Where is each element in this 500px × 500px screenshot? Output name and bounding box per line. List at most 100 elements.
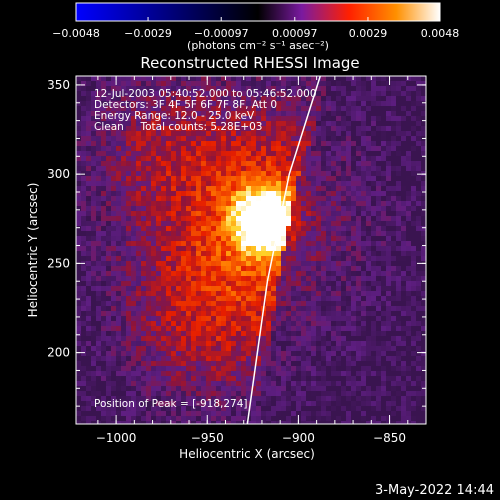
heatmap-cell (336, 196, 341, 201)
heatmap-cell (406, 406, 411, 411)
heatmap-cell (416, 246, 421, 251)
heatmap-cell (106, 241, 111, 246)
heatmap-cell (216, 261, 221, 266)
heatmap-cell (351, 216, 356, 221)
heatmap-cell (86, 261, 91, 266)
heatmap-cell (156, 341, 161, 346)
heatmap-cell (201, 396, 206, 401)
heatmap-cell (291, 191, 296, 196)
heatmap-cell (161, 206, 166, 211)
heatmap-cell (286, 421, 291, 424)
heatmap-cell (336, 326, 341, 331)
heatmap-cell (136, 396, 141, 401)
heatmap-cell (261, 351, 266, 356)
heatmap-cell (151, 226, 156, 231)
heatmap-cell (261, 161, 266, 166)
heatmap-cell (361, 236, 366, 241)
heatmap-cell (121, 351, 126, 356)
heatmap-cell (376, 106, 381, 111)
heatmap-cell (201, 286, 206, 291)
heatmap-cell (406, 371, 411, 376)
heatmap-cell (251, 141, 256, 146)
heatmap-cell (401, 326, 406, 331)
heatmap-cell (101, 161, 106, 166)
heatmap-cell (171, 296, 176, 301)
heatmap-cell (151, 406, 156, 411)
heatmap-cell (416, 221, 421, 226)
heatmap-cell (101, 171, 106, 176)
heatmap-cell (331, 396, 336, 401)
heatmap-cell (276, 181, 281, 186)
heatmap-cell (246, 101, 251, 106)
heatmap-cell (381, 116, 386, 121)
heatmap-cell (76, 111, 81, 116)
heatmap-cell (241, 131, 246, 136)
heatmap-cell (221, 331, 226, 336)
heatmap-cell (346, 186, 351, 191)
heatmap-cell (186, 336, 191, 341)
heatmap-cell (356, 401, 361, 406)
heatmap-cell (201, 306, 206, 311)
heatmap-cell (241, 121, 246, 126)
heatmap-cell (146, 216, 151, 221)
heatmap-cell (411, 296, 416, 301)
heatmap-cell (321, 171, 326, 176)
heatmap-cell (281, 126, 286, 131)
heatmap-cell (136, 331, 141, 336)
heatmap-cell (301, 391, 306, 396)
heatmap-cell (276, 326, 281, 331)
heatmap-cell (251, 401, 256, 406)
heatmap-cell (176, 266, 181, 271)
heatmap-cell (281, 151, 286, 156)
heatmap-cell (296, 146, 301, 151)
heatmap-cell (171, 101, 176, 106)
heatmap-cell (281, 91, 286, 96)
heatmap-cell (116, 141, 121, 146)
heatmap-cell (301, 371, 306, 376)
heatmap-cell (406, 256, 411, 261)
heatmap-cell (146, 381, 151, 386)
heatmap-cell (296, 331, 301, 336)
heatmap-cell (101, 81, 106, 86)
heatmap-cell (226, 406, 231, 411)
heatmap-cell (401, 201, 406, 206)
heatmap-cell (256, 226, 261, 231)
heatmap-cell (231, 326, 236, 331)
heatmap-cell (411, 236, 416, 241)
heatmap-cell (346, 81, 351, 86)
heatmap-cell (401, 91, 406, 96)
heatmap-cell (381, 151, 386, 156)
heatmap-cell (191, 171, 196, 176)
heatmap-cell (151, 336, 156, 341)
heatmap-cell (341, 206, 346, 211)
heatmap-cell (396, 391, 401, 396)
heatmap-cell (241, 241, 246, 246)
heatmap-cell (266, 106, 271, 111)
heatmap-cell (401, 271, 406, 276)
heatmap-cell (196, 321, 201, 326)
heatmap-cell (201, 141, 206, 146)
heatmap-cell (406, 376, 411, 381)
heatmap-cell (336, 191, 341, 196)
heatmap-cell (391, 126, 396, 131)
heatmap-cell (161, 376, 166, 381)
heatmap-cell (266, 116, 271, 121)
heatmap-cell (101, 271, 106, 276)
heatmap-cell (116, 251, 121, 256)
heatmap-cell (246, 256, 251, 261)
heatmap-cell (331, 91, 336, 96)
heatmap-cell (251, 296, 256, 301)
heatmap-cell (121, 81, 126, 86)
heatmap-cell (331, 306, 336, 311)
heatmap-cell (211, 101, 216, 106)
heatmap-cell (326, 206, 331, 211)
heatmap-cell (341, 246, 346, 251)
heatmap-cell (191, 246, 196, 251)
heatmap-cell (136, 241, 141, 246)
heatmap-cell (291, 96, 296, 101)
heatmap-cell (221, 386, 226, 391)
heatmap-cell (371, 421, 376, 424)
heatmap-cell (291, 361, 296, 366)
heatmap-cell (336, 376, 341, 381)
heatmap-cell (336, 266, 341, 271)
